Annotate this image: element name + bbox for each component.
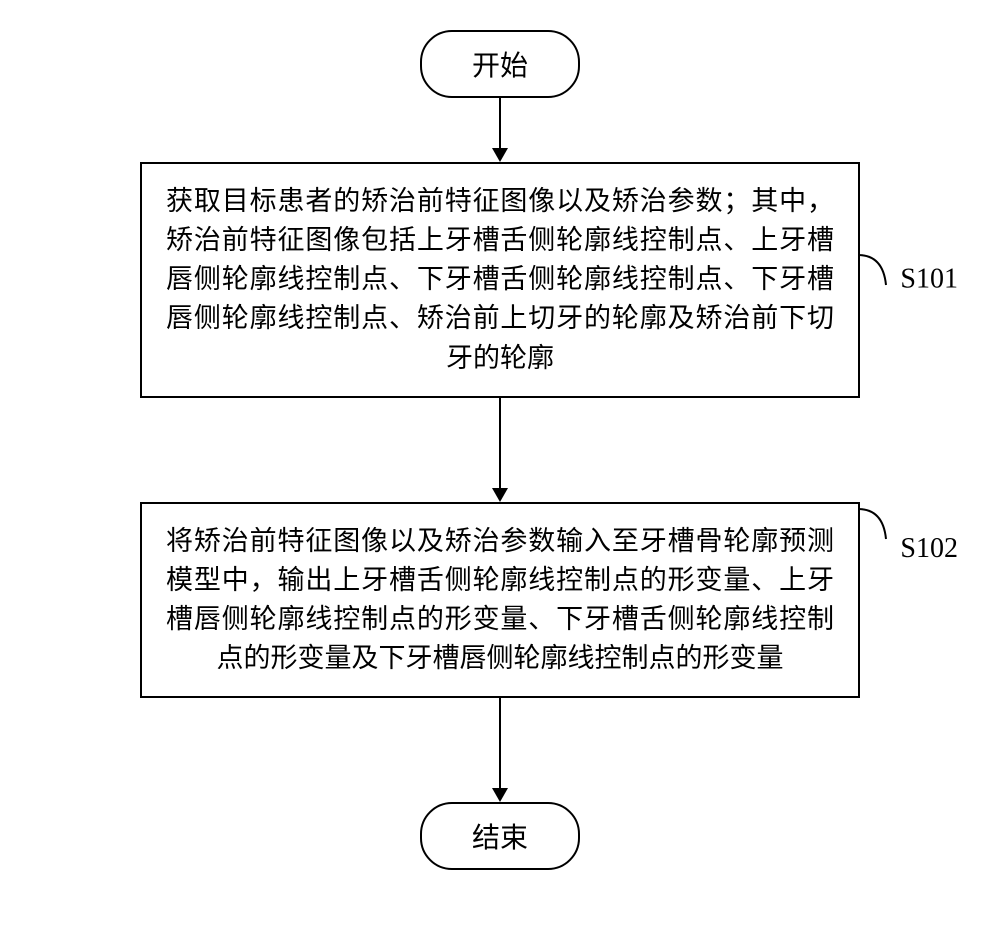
step2-id: S102 [900, 529, 958, 570]
arrow-1 [492, 98, 508, 162]
end-terminal: 结束 [420, 802, 580, 870]
start-label: 开始 [472, 51, 528, 82]
step2-text: 将矫治前特征图像以及矫治参数输入至牙槽骨轮廓预测模型中，输出上牙槽舌侧轮廓线控制… [166, 526, 834, 673]
arrow-head [492, 488, 508, 502]
arrow-line [499, 98, 501, 148]
process-step-1: 获取目标患者的矫治前特征图像以及矫治参数；其中，矫治前特征图像包括上牙槽舌侧轮廓… [140, 162, 860, 398]
connector-s102 [858, 499, 893, 549]
arrow-head [492, 148, 508, 162]
end-label: 结束 [472, 823, 528, 854]
arrow-line [499, 698, 501, 788]
step-label-s102: S102 [900, 529, 958, 570]
flowchart-container: 开始 获取目标患者的矫治前特征图像以及矫治参数；其中，矫治前特征图像包括上牙槽舌… [140, 30, 860, 870]
arrow-line [499, 398, 501, 488]
step1-text: 获取目标患者的矫治前特征图像以及矫治参数；其中，矫治前特征图像包括上牙槽舌侧轮廓… [166, 186, 834, 373]
step-label-s101: S101 [900, 260, 958, 301]
arrow-2 [492, 398, 508, 502]
start-terminal: 开始 [420, 30, 580, 98]
step1-id: S101 [900, 260, 958, 301]
arrow-head [492, 788, 508, 802]
process-step-2: 将矫治前特征图像以及矫治参数输入至牙槽骨轮廓预测模型中，输出上牙槽舌侧轮廓线控制… [140, 502, 860, 699]
connector-s101 [858, 245, 893, 295]
arrow-3 [492, 698, 508, 802]
